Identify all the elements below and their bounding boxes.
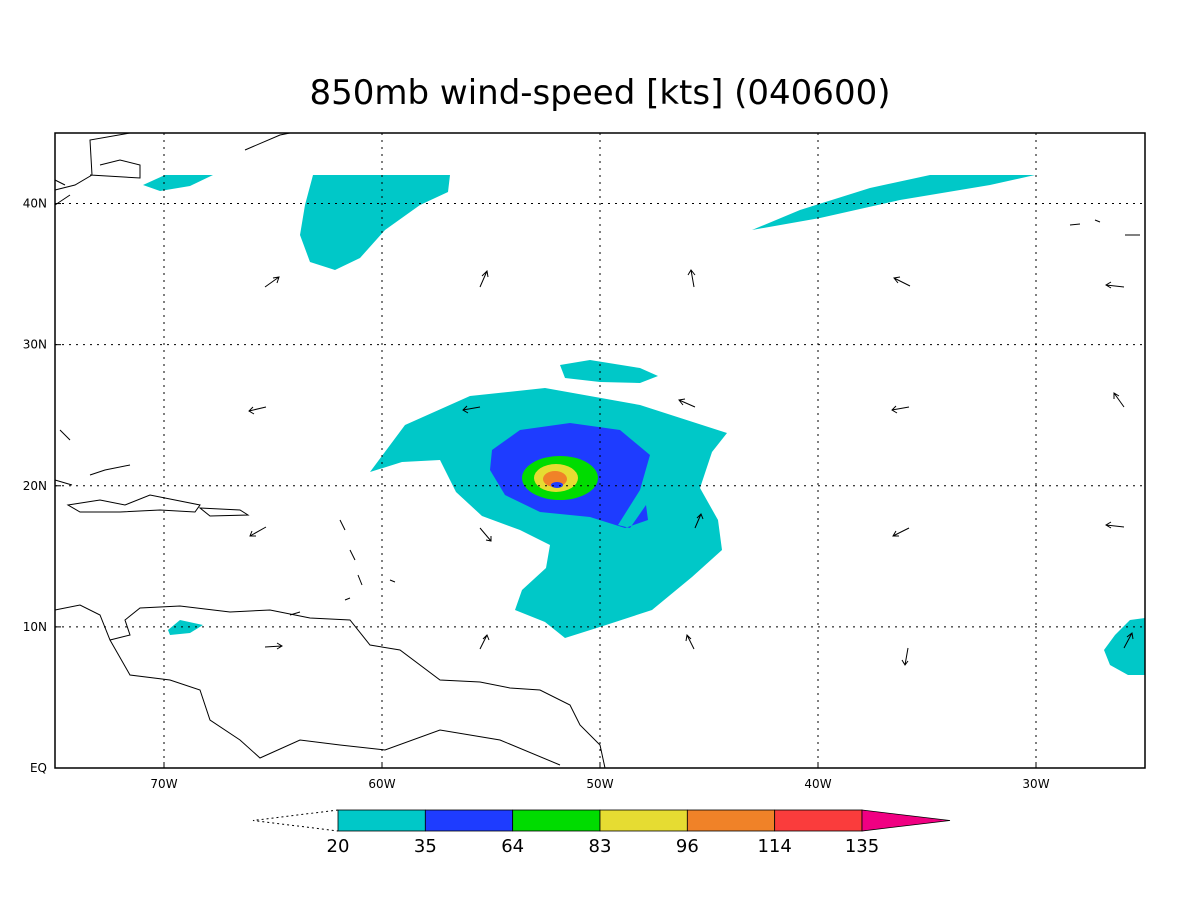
map-title: 850mb wind-speed [kts] (040600) xyxy=(310,73,891,113)
x-tick-label: 40W xyxy=(804,777,831,791)
wind-arrow xyxy=(249,526,267,537)
wind-arrow xyxy=(892,527,910,537)
wind-area xyxy=(551,482,563,488)
wind-area xyxy=(143,175,213,191)
colorbar-label: 96 xyxy=(676,836,699,857)
colorbar-under xyxy=(252,809,339,832)
colorbar-label: 114 xyxy=(757,836,791,857)
wind-area xyxy=(300,175,450,270)
wind-arrow xyxy=(479,634,490,650)
colorbar-label: 83 xyxy=(589,836,612,857)
x-tick-label: 50W xyxy=(586,777,613,791)
colorbar-bin xyxy=(774,809,863,832)
wind-arrow xyxy=(479,269,489,288)
wind-arrow xyxy=(1113,392,1125,408)
wind-arrow xyxy=(893,276,911,287)
wind-vectors xyxy=(248,269,1134,666)
coastline xyxy=(54,132,291,206)
y-tick-label: 10N xyxy=(23,620,47,634)
colorbar-bin xyxy=(337,809,426,832)
colorbar-bin xyxy=(686,809,776,832)
x-tick-label: 60W xyxy=(368,777,395,791)
wind-arrow xyxy=(687,269,696,288)
wind-arrow xyxy=(678,398,696,408)
colorbar-label: 35 xyxy=(414,836,437,857)
wind-arrow xyxy=(1105,521,1125,529)
wind-arrow xyxy=(462,405,481,414)
wind-arrow xyxy=(1123,632,1134,649)
coastline xyxy=(289,519,396,616)
wind-area xyxy=(752,175,1035,230)
colorbar-label: 135 xyxy=(845,836,879,857)
colorbar-label: 64 xyxy=(501,836,524,857)
x-tick-label: 30W xyxy=(1022,777,1049,791)
coastlines xyxy=(54,132,1140,769)
y-tick-label: 20N xyxy=(23,479,47,493)
wind-speed-field xyxy=(143,175,1145,675)
coastline xyxy=(54,429,250,517)
wind-arrow xyxy=(901,647,909,666)
wind-arrow xyxy=(479,527,492,542)
colorbar-bin xyxy=(512,809,601,832)
map-frame xyxy=(54,132,1146,769)
colorbar-bin xyxy=(599,809,688,832)
colorbar-bin xyxy=(424,809,514,832)
x-tick-label: 70W xyxy=(150,777,177,791)
wind-arrow xyxy=(248,406,267,415)
wind-arrow xyxy=(694,513,704,529)
wind-area xyxy=(168,620,203,635)
wind-arrow xyxy=(685,633,695,650)
wind-arrow xyxy=(891,405,910,414)
y-tick-label: EQ xyxy=(30,761,47,775)
colorbar-label: 20 xyxy=(327,836,350,857)
colorbar: 20 35 64 83 96 114 135 xyxy=(252,809,951,857)
wind-arrow xyxy=(264,276,280,288)
colorbar-over xyxy=(861,809,951,832)
wind-area xyxy=(560,360,658,383)
wind-arrow xyxy=(264,642,283,650)
y-tick-label: 40N xyxy=(23,197,47,211)
wind-arrow xyxy=(1105,281,1125,289)
coastline xyxy=(54,604,606,769)
y-tick-label: 30N xyxy=(23,338,47,352)
coastline xyxy=(1069,219,1140,236)
axes: 70W 60W 50W 40W 30W EQ 10N 20N 30N 40N xyxy=(23,133,1145,791)
